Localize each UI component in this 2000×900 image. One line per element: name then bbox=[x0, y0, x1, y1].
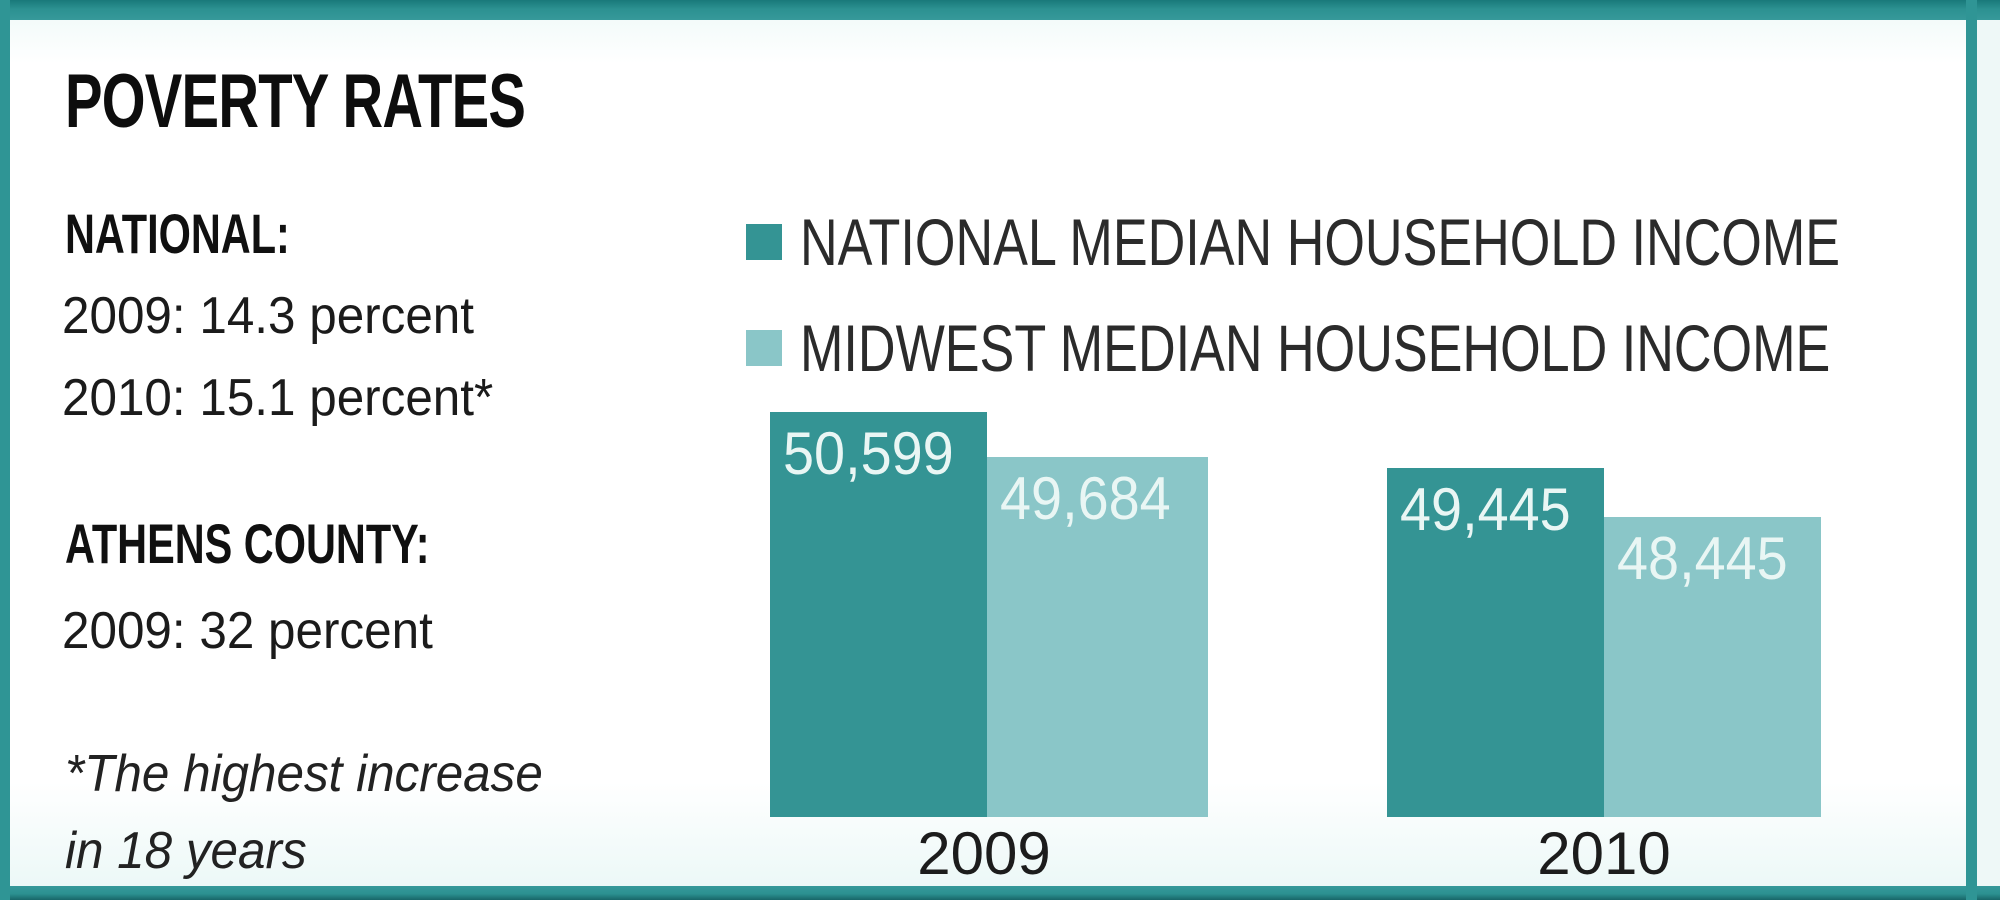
bar-midwest-2009: 49,684 bbox=[987, 457, 1208, 817]
legend-item-national: NATIONAL MEDIAN HOUSEHOLD INCOME bbox=[746, 207, 2000, 277]
national-heading: NATIONAL: bbox=[65, 202, 290, 265]
legend-label-national: NATIONAL MEDIAN HOUSEHOLD INCOME bbox=[800, 205, 1841, 279]
footnote-line-1: *The highest increase bbox=[65, 745, 543, 803]
bar-value-label: 50,599 bbox=[783, 420, 954, 487]
legend-swatch-midwest bbox=[746, 330, 782, 366]
bar-national-2009: 50,599 bbox=[770, 412, 987, 817]
legend-item-midwest: MIDWEST MEDIAN HOUSEHOLD INCOME bbox=[746, 313, 2000, 383]
national-2009-stat: 2009: 14.3 percent bbox=[62, 287, 474, 345]
legend-label-midwest: MIDWEST MEDIAN HOUSEHOLD INCOME bbox=[800, 311, 1831, 385]
athens-2009-stat: 2009: 32 percent bbox=[62, 602, 433, 660]
frame-right-band bbox=[1966, 0, 1977, 900]
x-axis-label-2009: 2009 bbox=[917, 820, 1051, 887]
frame-bottom-band bbox=[0, 886, 2000, 900]
x-axis-label-2010: 2010 bbox=[1537, 820, 1671, 887]
bar-value-label: 49,445 bbox=[1400, 476, 1571, 543]
bar-midwest-2010: 48,445 bbox=[1604, 517, 1821, 817]
infographic-panel: POVERTY RATES NATIONAL: 2009: 14.3 perce… bbox=[10, 20, 1966, 886]
frame-top-band bbox=[0, 0, 2000, 20]
bar-value-label: 48,445 bbox=[1617, 525, 1788, 592]
national-2010-stat: 2010: 15.1 percent* bbox=[62, 369, 494, 427]
footnote-line-2: in 18 years bbox=[65, 822, 307, 880]
legend-swatch-national bbox=[746, 224, 782, 260]
bar-value-label: 49,684 bbox=[1000, 465, 1171, 532]
bar-national-2010: 49,445 bbox=[1387, 468, 1604, 817]
frame-left-band bbox=[0, 0, 10, 900]
page-title: POVERTY RATES bbox=[65, 59, 526, 144]
athens-county-heading: ATHENS COUNTY: bbox=[65, 512, 430, 575]
